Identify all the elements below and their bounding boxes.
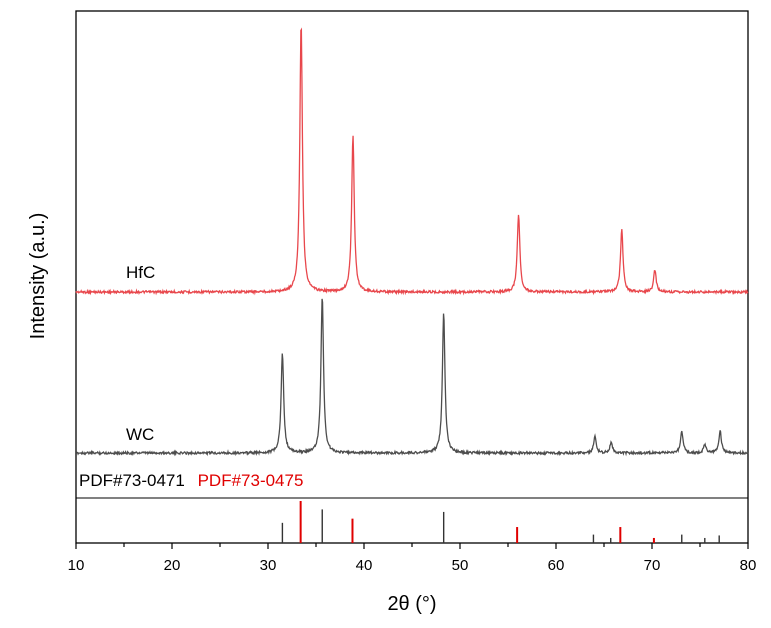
series-label-wc: WC xyxy=(126,425,154,444)
x-tick-label: 50 xyxy=(452,557,469,574)
x-tick-label: 70 xyxy=(644,557,661,574)
y-axis-title: Intensity (a.u.) xyxy=(27,213,49,340)
x-axis-title: 2θ (°) xyxy=(387,593,436,615)
x-tick-label: 10 xyxy=(68,557,85,574)
reference-label-hfc: PDF#73-0475 xyxy=(198,471,304,490)
reference-label-wc: PDF#73-0471 xyxy=(79,471,185,490)
x-tick-label: 20 xyxy=(164,557,181,574)
x-tick-label: 60 xyxy=(548,557,565,574)
series-line-wc xyxy=(75,298,749,457)
series-line-hfc xyxy=(75,27,749,296)
series-group xyxy=(75,27,749,457)
x-tick-label: 40 xyxy=(356,557,373,574)
x-axis-ticks xyxy=(75,543,749,549)
x-tick-label: 30 xyxy=(260,557,277,574)
x-axis-tick-labels: 10 20 30 40 50 60 70 80 xyxy=(68,557,757,574)
series-label-hfc: HfC xyxy=(126,263,155,282)
plot-frame xyxy=(75,10,749,544)
reference-lines xyxy=(281,501,720,543)
x-tick-label: 80 xyxy=(740,557,757,574)
svg-text:PDF#73-0471 PDF#73-0475: PDF#73-0471 PDF#73-0475 xyxy=(79,471,303,490)
